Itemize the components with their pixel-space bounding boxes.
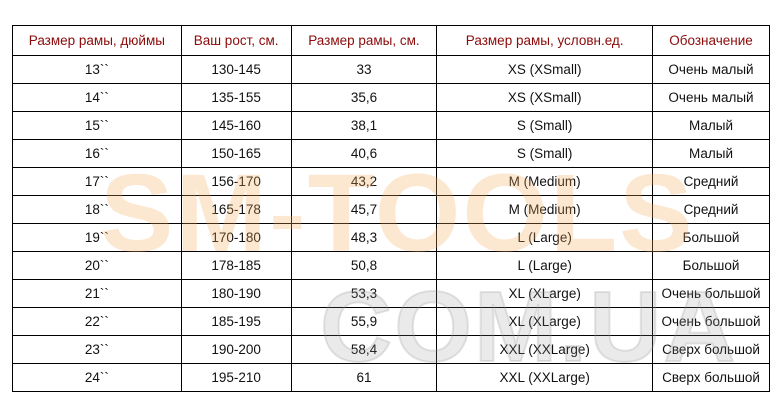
table-cell: 21`` bbox=[12, 279, 182, 308]
table-cell: S (Small) bbox=[436, 111, 654, 140]
table-cell: M (Medium) bbox=[436, 195, 654, 224]
table-cell: 130-145 bbox=[180, 55, 292, 84]
table-row: 17`` 156-170 43,2 M (Medium) Средний bbox=[12, 167, 770, 196]
table-cell: Очень большой bbox=[652, 279, 770, 308]
table-cell: Большой bbox=[652, 223, 770, 252]
table-cell: L (Large) bbox=[436, 223, 654, 252]
table-cell: XS (XSmall) bbox=[436, 83, 654, 112]
table-cell: XS (XSmall) bbox=[436, 55, 654, 84]
table-cell: 15`` bbox=[12, 111, 182, 140]
table-cell: 19`` bbox=[12, 223, 182, 252]
table-cell: 13`` bbox=[12, 55, 182, 84]
table-cell: 50,8 bbox=[290, 251, 438, 280]
table-cell: 170-180 bbox=[180, 223, 292, 252]
table-cell: Средний bbox=[652, 195, 770, 224]
table-cell: Средний bbox=[652, 167, 770, 196]
table-cell: 24`` bbox=[12, 363, 182, 392]
table-cell: 145-160 bbox=[180, 111, 292, 140]
table-cell: 40,6 bbox=[290, 139, 438, 168]
table-cell: M (Medium) bbox=[436, 167, 654, 196]
table-cell: XXL (XXLarge) bbox=[436, 363, 654, 392]
table-row: 15`` 145-160 38,1 S (Small) Малый bbox=[12, 111, 770, 140]
table-cell: 55,9 bbox=[290, 307, 438, 336]
table-cell: 38,1 bbox=[290, 111, 438, 140]
table-row: 14`` 135-155 35,6 XS (XSmall) Очень малый bbox=[12, 83, 770, 112]
table-cell: 135-155 bbox=[180, 83, 292, 112]
table-cell: Малый bbox=[652, 139, 770, 168]
column-header: Обозначение bbox=[652, 25, 770, 56]
table-cell: 185-195 bbox=[180, 307, 292, 336]
table-row: 16`` 150-165 40,6 S (Small) Малый bbox=[12, 139, 770, 168]
table-cell: 48,3 bbox=[290, 223, 438, 252]
table-cell: 150-165 bbox=[180, 139, 292, 168]
column-header: Размер рамы, условн.ед. bbox=[436, 25, 654, 56]
table-cell: 180-190 bbox=[180, 279, 292, 308]
table-cell: 45,7 bbox=[290, 195, 438, 224]
table-cell: Сверх большой bbox=[652, 335, 770, 364]
table-cell: Большой bbox=[652, 251, 770, 280]
table-row: 13`` 130-145 33 XS (XSmall) Очень малый bbox=[12, 55, 770, 84]
table-cell: 33 bbox=[290, 55, 438, 84]
table-cell: Очень большой bbox=[652, 307, 770, 336]
table-cell: 53,3 bbox=[290, 279, 438, 308]
table-cell: 14`` bbox=[12, 83, 182, 112]
table-cell: Очень малый bbox=[652, 55, 770, 84]
table-cell: 20`` bbox=[12, 251, 182, 280]
column-header: Ваш рост, см. bbox=[180, 25, 292, 56]
table-row: 22`` 185-195 55,9 XL (XLarge) Очень большой bbox=[12, 307, 770, 336]
table-cell: 195-210 bbox=[180, 363, 292, 392]
table-row: 24`` 195-210 61 XXL (XXLarge) Сверх большой bbox=[12, 363, 770, 392]
frame-size-table: Размер рамы, дюймы Ваш рост, см. Размер ра… bbox=[12, 25, 770, 392]
table-cell: 61 bbox=[290, 363, 438, 392]
table-cell: 43,2 bbox=[290, 167, 438, 196]
table-cell: XL (XLarge) bbox=[436, 307, 654, 336]
table-cell: 190-200 bbox=[180, 335, 292, 364]
table-cell: Сверх большой bbox=[652, 363, 770, 392]
table-row: 23`` 190-200 58,4 XXL (XXLarge) Сверх большо… bbox=[12, 335, 770, 364]
table-cell: 156-170 bbox=[180, 167, 292, 196]
column-header: Размер рамы, см. bbox=[290, 25, 438, 56]
table-cell: 35,6 bbox=[290, 83, 438, 112]
table-row: 19`` 170-180 48,3 L (Large) Большой bbox=[12, 223, 770, 252]
table-cell: Малый bbox=[652, 111, 770, 140]
table-cell: 165-178 bbox=[180, 195, 292, 224]
table-cell: Очень малый bbox=[652, 83, 770, 112]
table-cell: 17`` bbox=[12, 167, 182, 196]
table-cell: 22`` bbox=[12, 307, 182, 336]
table-row: 21`` 180-190 53,3 XL (XLarge) Очень большой bbox=[12, 279, 770, 308]
table-cell: XL (XLarge) bbox=[436, 279, 654, 308]
table-cell: S (Small) bbox=[436, 139, 654, 168]
table-cell: 58,4 bbox=[290, 335, 438, 364]
table-header-row: Размер рамы, дюймы Ваш рост, см. Размер ра… bbox=[12, 25, 770, 56]
table-cell: 23`` bbox=[12, 335, 182, 364]
table-cell: XXL (XXLarge) bbox=[436, 335, 654, 364]
table-cell: 16`` bbox=[12, 139, 182, 168]
table-cell: 178-185 bbox=[180, 251, 292, 280]
column-header: Размер рамы, дюймы bbox=[12, 25, 182, 56]
table-cell: L (Large) bbox=[436, 251, 654, 280]
table-row: 18`` 165-178 45,7 M (Medium) Средний bbox=[12, 195, 770, 224]
table-row: 20`` 178-185 50,8 L (Large) Большой bbox=[12, 251, 770, 280]
table-cell: 18`` bbox=[12, 195, 182, 224]
